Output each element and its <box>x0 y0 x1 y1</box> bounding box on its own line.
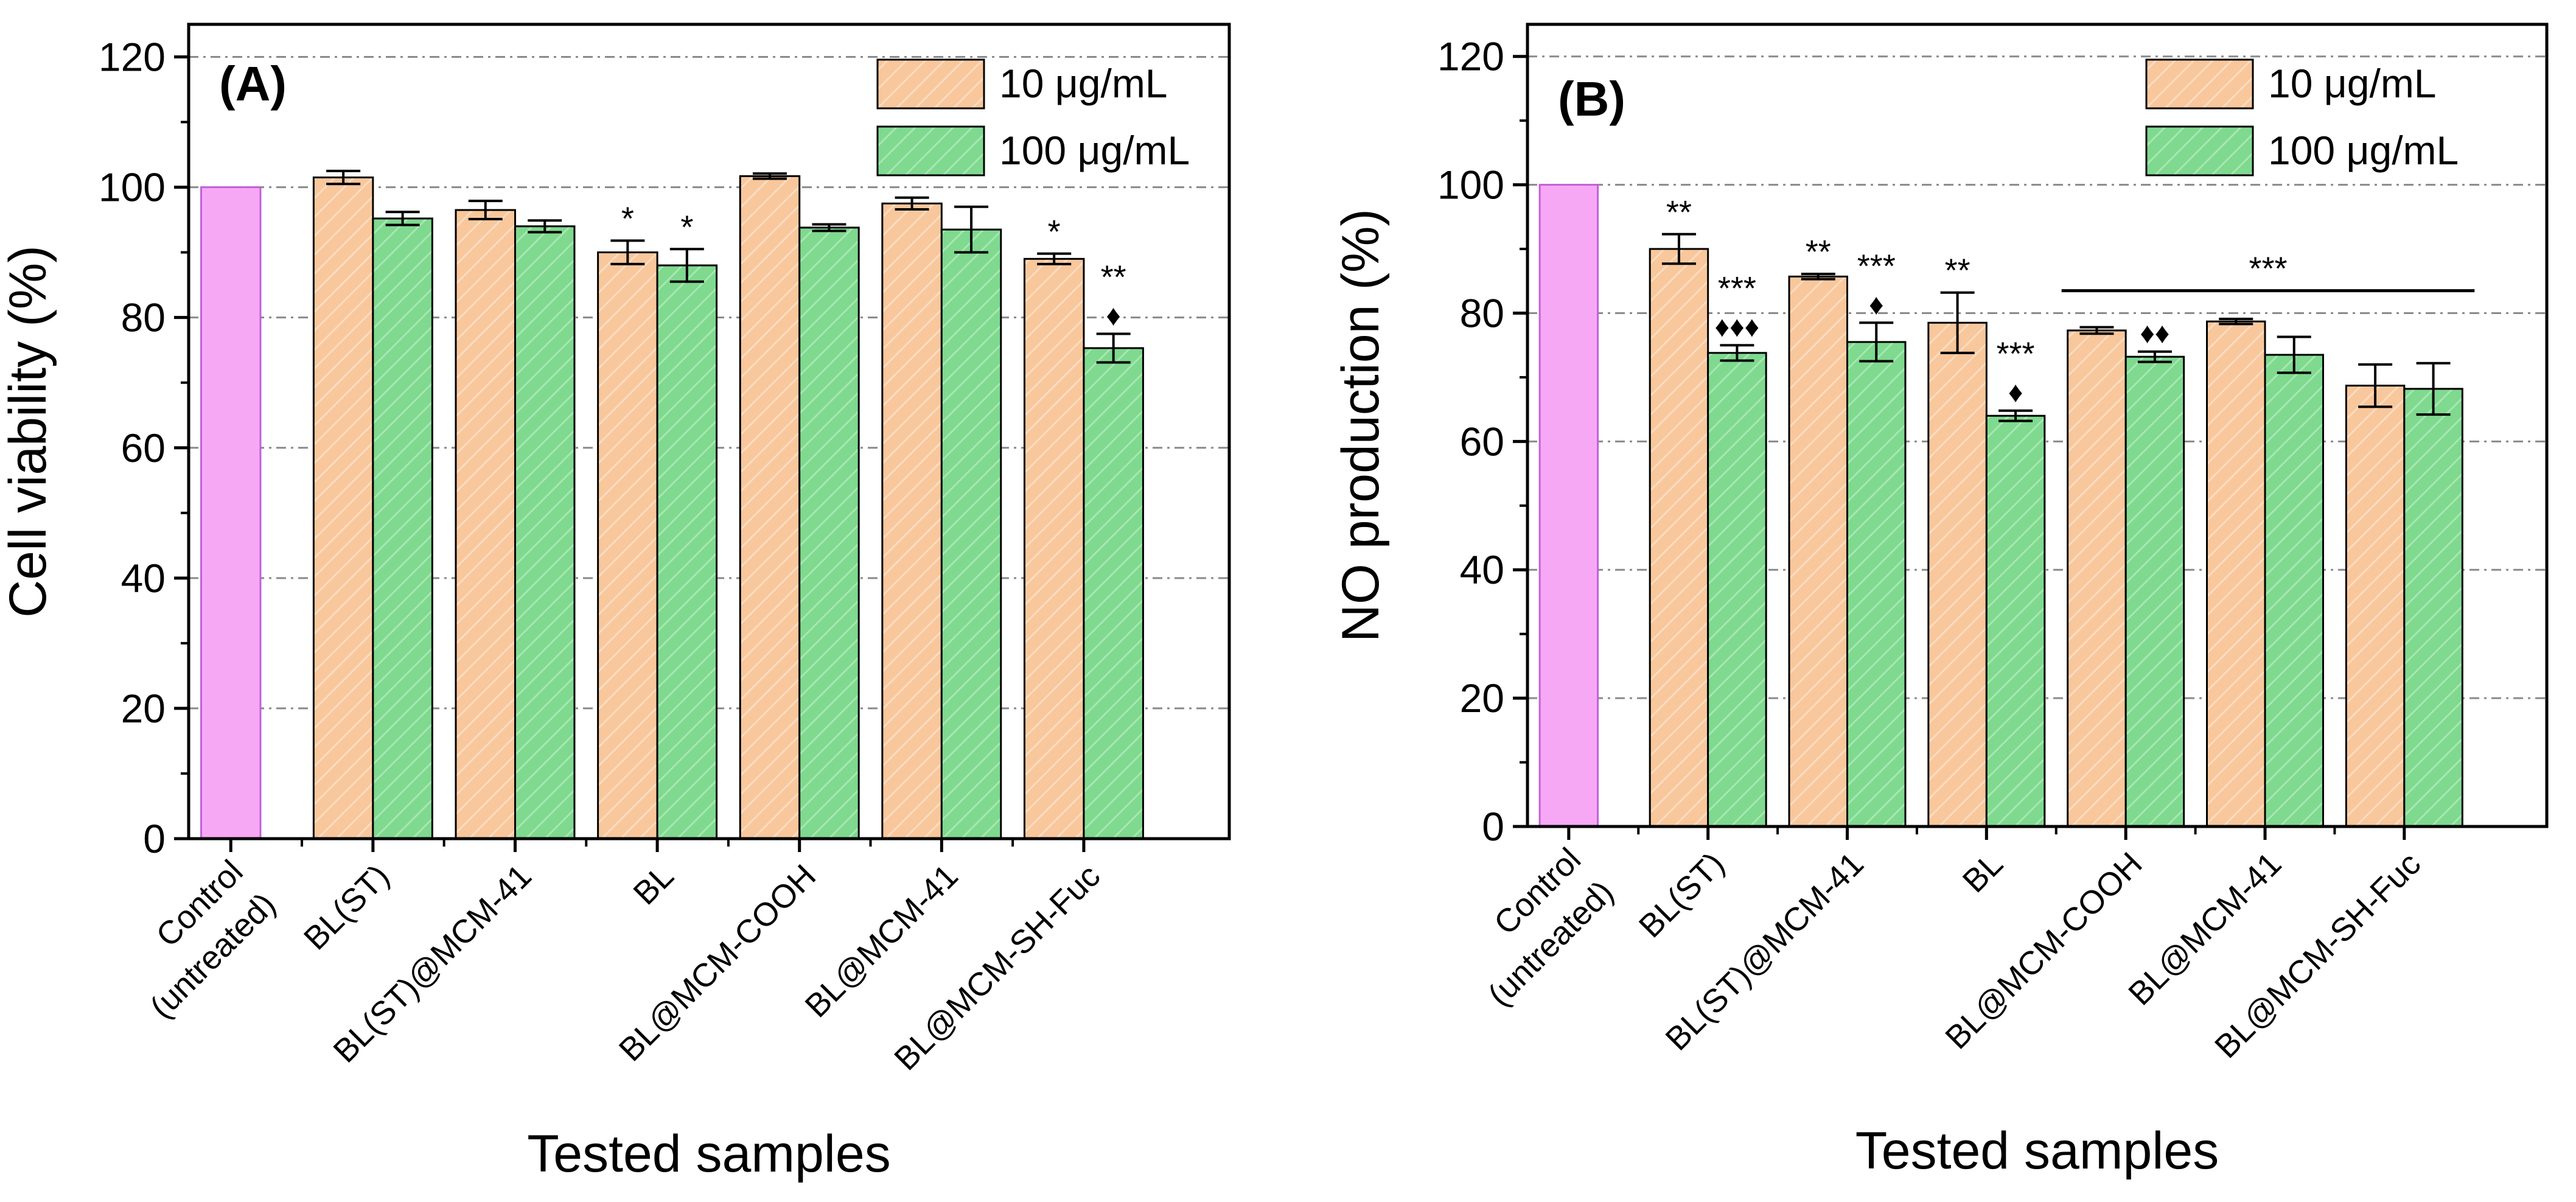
panel-b-ytick-label-60: 60 <box>1460 419 1504 464</box>
panel-a-panel-label: (A) <box>219 57 287 111</box>
panel-a-ytick-label-60: 60 <box>121 425 166 470</box>
panel-b-bar-100-4 <box>2124 355 2185 828</box>
panel-a-bar-control <box>200 186 262 840</box>
panel-b-significance-diamonds-100-1: ♦♦♦ <box>1715 311 1759 343</box>
panel-b-bar-10-6 <box>2345 385 2406 828</box>
panel-a-plot-frame <box>187 23 1231 840</box>
panel-b-bar-100-2 <box>1846 341 1907 828</box>
panel-a-bar-100-1 <box>372 217 433 840</box>
panel-a-legend-label-10: 10 μg/mL <box>999 61 1168 106</box>
panel-b-legend-swatch-10 <box>2145 58 2254 110</box>
panel-b-x-axis-title: Tested samples <box>1855 1122 2219 1180</box>
panel-a-bar-100-5 <box>940 228 1002 840</box>
panel-a-xtick-label-line-3-0: BL <box>626 858 680 912</box>
panel-b-xtick-label-1: BL(ST) <box>1632 845 1731 945</box>
panel-b-legend-label-100: 100 μg/mL <box>2268 128 2459 173</box>
panel-a-significance-stars-100-6: ** <box>1101 259 1126 295</box>
panel-b-bar-control <box>1538 184 1599 828</box>
panel-b-significance-diamonds-100-2: ♦ <box>1869 288 1884 321</box>
panel-b-xtick-label-line-3-0: BL <box>1956 845 2010 900</box>
panel-b-ytick-label-120: 120 <box>1437 34 1504 79</box>
panel-b-bar-10-4 <box>2067 329 2127 828</box>
panel-b-ytick-label-0: 0 <box>1482 804 1504 849</box>
panel-b-no-production-chart: *********♦♦♦***♦***♦♦♦***020406080100120… <box>1332 23 2549 1180</box>
panel-b-legend-label-10: 10 μg/mL <box>2268 61 2437 106</box>
panel-b-significance-stars-10-2: ** <box>1806 234 1831 270</box>
panel-a-xtick-label-1: BL(ST) <box>297 858 396 957</box>
panel-a-significance-stars-10-6: * <box>1048 214 1061 250</box>
panel-b-plot-frame <box>1526 23 2549 828</box>
panel-b-legend-swatch-100 <box>2145 125 2254 176</box>
panel-b-significance-diamonds-100-4: ♦♦ <box>2140 318 2169 350</box>
panel-b-significance-stars-10-3: ** <box>1945 253 1970 289</box>
panel-a-significance-stars-100-3: * <box>680 209 693 245</box>
panel-a-bar-10-3 <box>597 251 658 840</box>
panel-b-bar-10-1 <box>1649 248 1709 828</box>
panel-a-legend-swatch-100 <box>876 125 985 176</box>
panel-a-x-axis-title: Tested samples <box>527 1125 891 1183</box>
panel-a-bar-10-1 <box>312 176 374 840</box>
panel-a-y-axis-title: Cell viability (%) <box>0 245 57 618</box>
panel-b-bar-100-1 <box>1707 352 1767 828</box>
panel-b-ytick-label-40: 40 <box>1460 547 1504 592</box>
panel-b-bar-10-3 <box>1927 321 1988 828</box>
panel-b-y-axis-title: NO production (%) <box>1332 209 1390 642</box>
panel-a-bar-100-2 <box>514 225 576 840</box>
panel-a-legend-swatch-10 <box>876 58 985 110</box>
panel-a-bar-10-5 <box>881 202 943 840</box>
panel-b-xtick-label-3: BL <box>1956 845 2010 900</box>
panel-b-bar-10-2 <box>1788 275 1848 828</box>
panel-a-ytick-label-80: 80 <box>121 295 166 340</box>
panel-a-ytick-label-40: 40 <box>121 556 166 601</box>
panel-a-ytick-label-0: 0 <box>143 816 166 861</box>
panel-b-significance-stars-100-1: *** <box>1718 270 1756 307</box>
panel-b-ytick-label-100: 100 <box>1437 162 1504 208</box>
panel-a-bar-10-2 <box>455 209 516 840</box>
panel-a-bar-10-6 <box>1023 257 1085 840</box>
panel-b-significance-diamonds-100-3: ♦ <box>2008 377 2023 409</box>
panel-a-xtick-label-3: BL <box>626 858 680 912</box>
panel-b-bar-100-3 <box>1985 414 2046 828</box>
panel-a-xtick-label-line-1-0: BL(ST) <box>297 858 396 957</box>
panel-a-bar-100-4 <box>798 226 860 840</box>
panel-a-xtick-label-0: Control(untreated) <box>110 853 282 1026</box>
panel-a-bar-10-4 <box>739 175 801 840</box>
panel-b-panel-label: (B) <box>1558 72 1625 126</box>
panel-b-bar-100-6 <box>2403 388 2463 828</box>
panel-a-ytick-label-20: 20 <box>121 686 166 731</box>
panel-b-annotation-stars-0: *** <box>2249 251 2287 287</box>
panel-a-significance-stars-10-3: * <box>621 200 634 237</box>
panel-b-bar-10-5 <box>2206 320 2266 828</box>
panel-b-significance-stars-100-3: *** <box>1997 336 2035 372</box>
panel-b-ytick-label-20: 20 <box>1460 676 1504 721</box>
panel-b-significance-stars-100-2: *** <box>1857 248 1896 284</box>
panel-a-ytick-label-120: 120 <box>99 35 166 80</box>
panel-b-bar-100-5 <box>2264 354 2324 828</box>
panel-a-significance-diamonds-100-6: ♦ <box>1106 299 1121 332</box>
panel-b-significance-stars-10-1: ** <box>1666 194 1692 231</box>
panel-a-legend-label-100: 100 μg/mL <box>999 128 1190 173</box>
panel-b-xtick-label-0: Control(untreated) <box>1448 841 1621 1013</box>
panel-b-ytick-label-80: 80 <box>1460 290 1504 335</box>
panel-a-ytick-label-100: 100 <box>99 165 166 210</box>
panel-a-bar-100-3 <box>656 264 718 840</box>
panel-a-bar-100-6 <box>1083 347 1144 840</box>
panel-b-xtick-label-line-1-0: BL(ST) <box>1632 845 1731 945</box>
